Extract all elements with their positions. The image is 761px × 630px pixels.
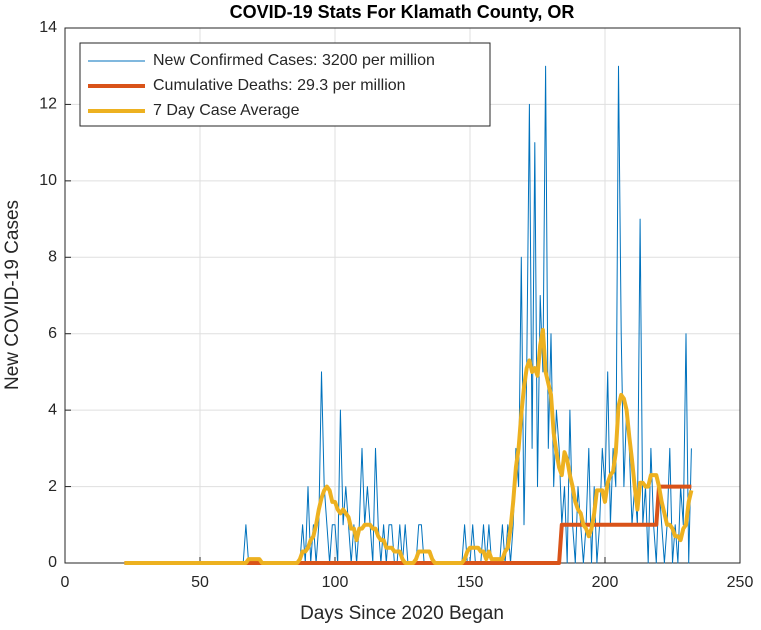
y-tick-label: 10 [39,172,57,189]
x-tick-label: 0 [61,574,70,591]
legend-label: 7 Day Case Average [153,102,300,119]
legend-label: New Confirmed Cases: 3200 per million [153,52,435,69]
y-tick-label: 8 [48,249,57,266]
y-tick-label: 12 [39,96,57,113]
y-tick-label: 14 [39,19,57,36]
x-tick-label: 200 [592,574,619,591]
chart-title: COVID-19 Stats For Klamath County, OR [230,2,575,22]
x-tick-label: 150 [457,574,484,591]
series-line [124,327,694,565]
x-tick-label: 50 [191,574,209,591]
y-tick-label: 6 [48,325,57,342]
x-tick-label: 250 [727,574,754,591]
legend-box [79,42,491,127]
x-tick-label: 100 [322,574,349,591]
y-tick-label: 0 [48,554,57,571]
x-axis-label: Days Since 2020 Began [300,603,504,624]
y-axis-label: New COVID-19 Cases [2,200,23,390]
y-tick-label: 2 [48,478,57,495]
y-tick-label: 4 [48,401,57,418]
legend-label: Cumulative Deaths: 29.3 per million [153,77,406,94]
